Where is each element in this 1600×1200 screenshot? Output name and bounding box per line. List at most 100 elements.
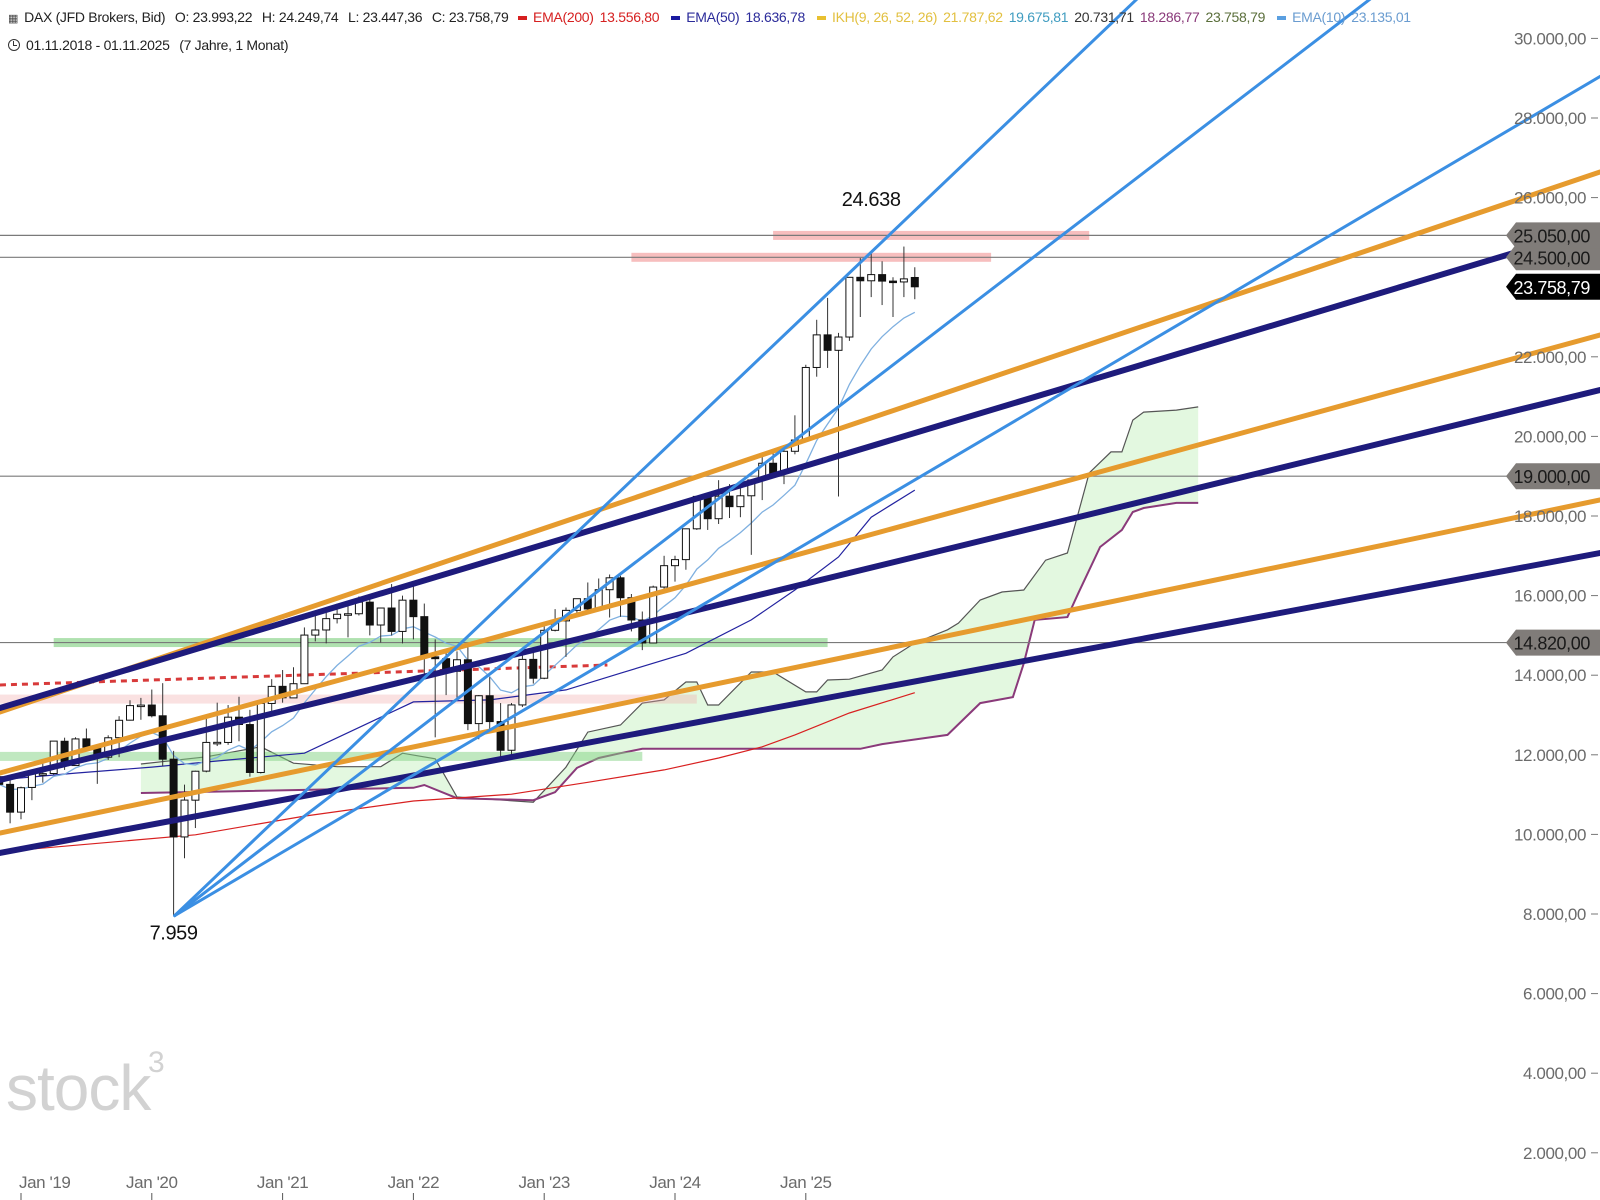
candle-body-bullish	[867, 274, 876, 282]
price-tag-shape	[1506, 244, 1600, 271]
price-tag-shape	[1506, 463, 1600, 490]
candle	[322, 611, 331, 644]
y-tick-label: 12.000,00	[1514, 746, 1586, 765]
price-tag-label: 14.820,00	[1514, 634, 1591, 654]
x-tick-label: Jan '23	[518, 1173, 570, 1192]
y-tick-label: 18.000,00	[1514, 507, 1586, 526]
candle-body-bullish	[213, 741, 222, 745]
y-tick-label: 10.000,00	[1514, 825, 1586, 844]
candle-body-bearish	[910, 276, 919, 288]
legend-item[interactable]: EMA(10) 23.135,01	[1277, 9, 1417, 25]
x-axis: Jan '19 Jan '20 Jan '21 Jan '22 Jan '23 Jan '…	[19, 1173, 832, 1200]
candle	[790, 415, 799, 455]
candle-body-bullish	[899, 278, 908, 283]
y-tick-label: 28.000,00	[1514, 109, 1586, 128]
legend-swatch	[816, 16, 826, 21]
period-range: 01.11.2018 - 01.11.2025	[26, 37, 170, 53]
y-tick-label: 4.000,00	[1523, 1064, 1586, 1083]
candle-body-bullish	[126, 705, 134, 721]
y-tick-label: 30.000,00	[1514, 29, 1586, 48]
ohlc-close: C: 23.758,79	[431, 9, 509, 25]
ichimoku-cloud-fill	[140, 406, 1199, 803]
candle	[398, 595, 407, 644]
candle	[638, 611, 647, 651]
legend-label: EMA(10)	[1292, 9, 1346, 25]
y-tick-label: 6.000,00	[1523, 985, 1586, 1004]
candle-body-bearish	[529, 658, 538, 679]
last-price-tag: 23.758,79	[1506, 273, 1600, 300]
legend-item[interactable]: IKH(9, 26, 52, 26) 21.787,62 19.675,81 20.7…	[816, 9, 1271, 25]
candle	[889, 277, 897, 317]
blue-fan-line-2	[173, 0, 1372, 918]
watermark-sup: 3	[148, 1046, 165, 1079]
legend-label: IKH(9, 26, 52, 26)	[831, 9, 938, 25]
candle-body-bearish	[387, 607, 396, 632]
candle-body-bearish	[365, 601, 374, 626]
candles-layer	[0, 246, 919, 916]
candlestick-chart-icon: ▦	[8, 13, 19, 25]
x-tick-label: Jan '19	[19, 1173, 71, 1192]
candle-body-bearish	[147, 704, 156, 717]
x-tick-label: Jan '21	[257, 1173, 309, 1192]
candle	[344, 603, 352, 638]
candle	[27, 771, 36, 801]
candle-body-bullish	[714, 495, 723, 520]
candle	[899, 246, 908, 298]
watermark-text: stock	[6, 1052, 152, 1124]
candle-body-bullish	[224, 716, 233, 743]
level-price-tag: 24.500,00	[1506, 244, 1600, 271]
candle-body-bearish	[420, 616, 429, 658]
legend-value: 23.758,79	[1205, 9, 1266, 25]
clock-icon	[8, 39, 20, 51]
candle-body-bearish	[878, 274, 887, 282]
x-tick-label: Jan '24	[649, 1173, 701, 1192]
x-tick-label: Jan '25	[780, 1173, 832, 1192]
candle	[910, 267, 919, 300]
candle	[867, 251, 876, 298]
candle-body-bullish	[344, 613, 352, 616]
candle-body-bearish	[725, 495, 734, 508]
candle-body-bullish	[104, 737, 113, 758]
legend-item[interactable]: EMA(200) 13.556,80	[518, 9, 665, 25]
red-dotted-line	[0, 663, 608, 687]
candle-body-bullish	[311, 629, 320, 636]
candle-body-bullish	[845, 276, 854, 338]
candle-body-bearish	[431, 656, 440, 660]
candle-body-bullish	[376, 607, 385, 626]
legend-item[interactable]: EMA(50) 18.636,78	[671, 9, 811, 25]
legend-swatch	[671, 16, 681, 21]
candle	[878, 261, 887, 306]
candle-body-bullish	[736, 495, 745, 508]
candle	[856, 258, 865, 317]
candle-body-bullish	[649, 586, 658, 644]
candle	[812, 319, 821, 377]
indicator-lines-layer	[0, 311, 916, 853]
candle-body-bullish	[267, 685, 276, 704]
candle-body-bearish	[856, 276, 865, 282]
level-price-tag: 19.000,00	[1506, 463, 1600, 490]
watermark: stock 3	[6, 1046, 165, 1124]
x-tick-label: Jan '20	[126, 1173, 178, 1192]
candle-body-bullish	[322, 618, 331, 631]
candle	[365, 597, 374, 636]
candle-body-bullish	[812, 334, 821, 368]
candle	[616, 575, 625, 617]
candle-body-bullish	[518, 658, 527, 706]
price-tag-label: 23.758,79	[1514, 278, 1591, 298]
candle-body-bullish	[660, 565, 669, 588]
chart-legend-line: ▦ DAX (JFD Brokers, Bid) O: 23.993,22 H: …	[8, 9, 1429, 25]
ohlc-high: H: 24.249,74	[261, 9, 339, 25]
candle-body-bullish	[27, 773, 36, 788]
navy-trendline-2	[0, 386, 1600, 783]
navy-trendline-1	[0, 224, 1600, 711]
candle-body-bearish	[769, 462, 778, 474]
price-tag-shape	[1506, 273, 1600, 300]
candle	[17, 786, 25, 820]
candle	[420, 603, 429, 676]
trendlines-layer[interactable]	[0, 0, 1600, 918]
legend-value: 19.675,81	[1008, 9, 1069, 25]
y-tick-label: 22.000,00	[1514, 348, 1586, 367]
candle-body-bullish	[681, 528, 690, 561]
